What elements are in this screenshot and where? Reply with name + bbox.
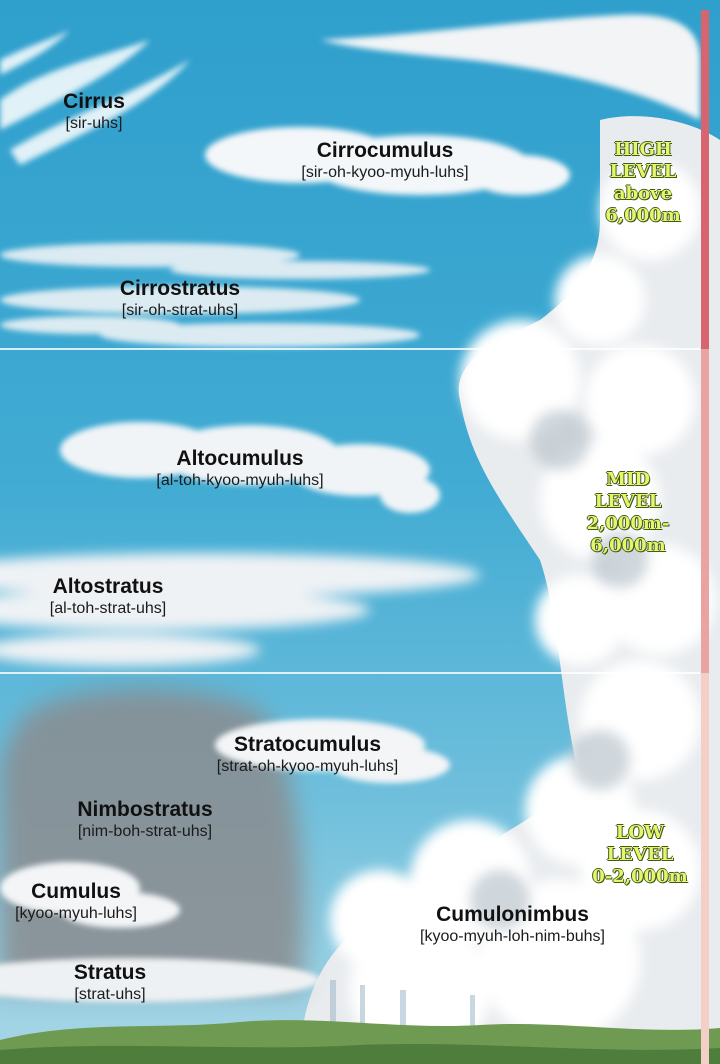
cloud-pronunciation: [sir-uhs]	[65, 115, 123, 132]
cloud-pronunciation: [nim-boh-strat-uhs]	[77, 823, 213, 840]
cirrocumulus-cloud	[205, 127, 570, 195]
stratocumulus-cloud	[215, 719, 450, 783]
cumulus-cloud	[0, 862, 180, 928]
level-line: HIGH	[614, 139, 672, 160]
cloud-pronunciation: [al-toh-strat-uhs]	[49, 600, 167, 617]
cumulus-label: Cumulus [kyoo-myuh-luhs]	[0, 880, 152, 924]
cloud-pronunciation: [sir-oh-kyoo-myuh-luhs]	[301, 164, 469, 181]
anvil-top	[320, 14, 700, 120]
cirrostratus-cloud	[0, 243, 430, 347]
mid-level-bar	[701, 349, 709, 673]
level-line: LEVEL	[594, 491, 662, 512]
ground-hills	[0, 1020, 720, 1064]
cirrostratus-label: Cirrostratus [sir-oh-strat-uhs]	[80, 277, 280, 321]
cloud-name: Cumulus	[31, 880, 121, 903]
cloud-name: Altocumulus	[176, 447, 304, 470]
low-level-bar	[701, 673, 709, 1064]
level-line: 0-2,000m	[592, 866, 688, 887]
level-line: LOW	[615, 822, 665, 843]
level-line: 2,000m-	[586, 513, 670, 534]
cloud-name: Cirrus	[63, 90, 125, 113]
cloud-name: Cirrocumulus	[316, 139, 454, 162]
cloud-name: Stratocumulus	[233, 733, 382, 756]
stratus-cloud	[0, 958, 320, 1002]
cirrocumulus-label: Cirrocumulus [sir-oh-kyoo-myuh-luhs]	[270, 139, 500, 183]
cloud-pronunciation: [strat-uhs]	[74, 986, 146, 1003]
altocumulus-cloud	[60, 422, 440, 513]
cloud-name: Cirrostratus	[119, 277, 241, 300]
cirrus-label: Cirrus [sir-uhs]	[34, 90, 154, 134]
mid-level-label: MID LEVEL 2,000m- 6,000m	[578, 469, 678, 557]
cumulonimbus-label: Cumulonimbus [kyoo-myuh-loh-nim-buhs]	[390, 903, 635, 947]
altostratus-cloud	[0, 553, 480, 666]
cirrus-cloud	[0, 30, 190, 165]
cloud-name: Altostratus	[52, 575, 164, 598]
level-line: 6,000m	[590, 535, 666, 556]
cloud-name: Stratus	[73, 961, 147, 984]
altostratus-label: Altostratus [al-toh-strat-uhs]	[28, 575, 188, 619]
stratus-label: Stratus [strat-uhs]	[50, 961, 170, 1005]
level-line: LEVEL	[606, 844, 674, 865]
altocumulus-label: Altocumulus [al-toh-kyoo-myuh-luhs]	[130, 447, 350, 491]
low-level-label: LOW LEVEL 0-2,000m	[590, 822, 690, 888]
cloud-pronunciation: [al-toh-kyoo-myuh-luhs]	[156, 472, 324, 489]
cloud-pronunciation: [sir-oh-strat-uhs]	[121, 302, 239, 319]
cloud-name: Cumulonimbus	[436, 903, 589, 926]
cloud-name: Nimbostratus	[77, 798, 213, 821]
cloud-pronunciation: [strat-oh-kyoo-myuh-luhs]	[216, 758, 399, 775]
level-line: MID	[606, 469, 650, 490]
high-level-label: HIGH LEVEL above 6,000m	[593, 139, 693, 227]
high-level-bar	[701, 10, 709, 349]
level-line: above	[613, 183, 673, 204]
stratocumulus-label: Stratocumulus [strat-oh-kyoo-myuh-luhs]	[190, 733, 425, 777]
level-line: LEVEL	[609, 161, 677, 182]
nimbostratus-label: Nimbostratus [nim-boh-strat-uhs]	[55, 798, 235, 842]
cloud-pronunciation: [kyoo-myuh-loh-nim-buhs]	[420, 928, 605, 945]
cloud-pronunciation: [kyoo-myuh-luhs]	[15, 905, 137, 922]
level-line: 6,000m	[605, 205, 681, 226]
